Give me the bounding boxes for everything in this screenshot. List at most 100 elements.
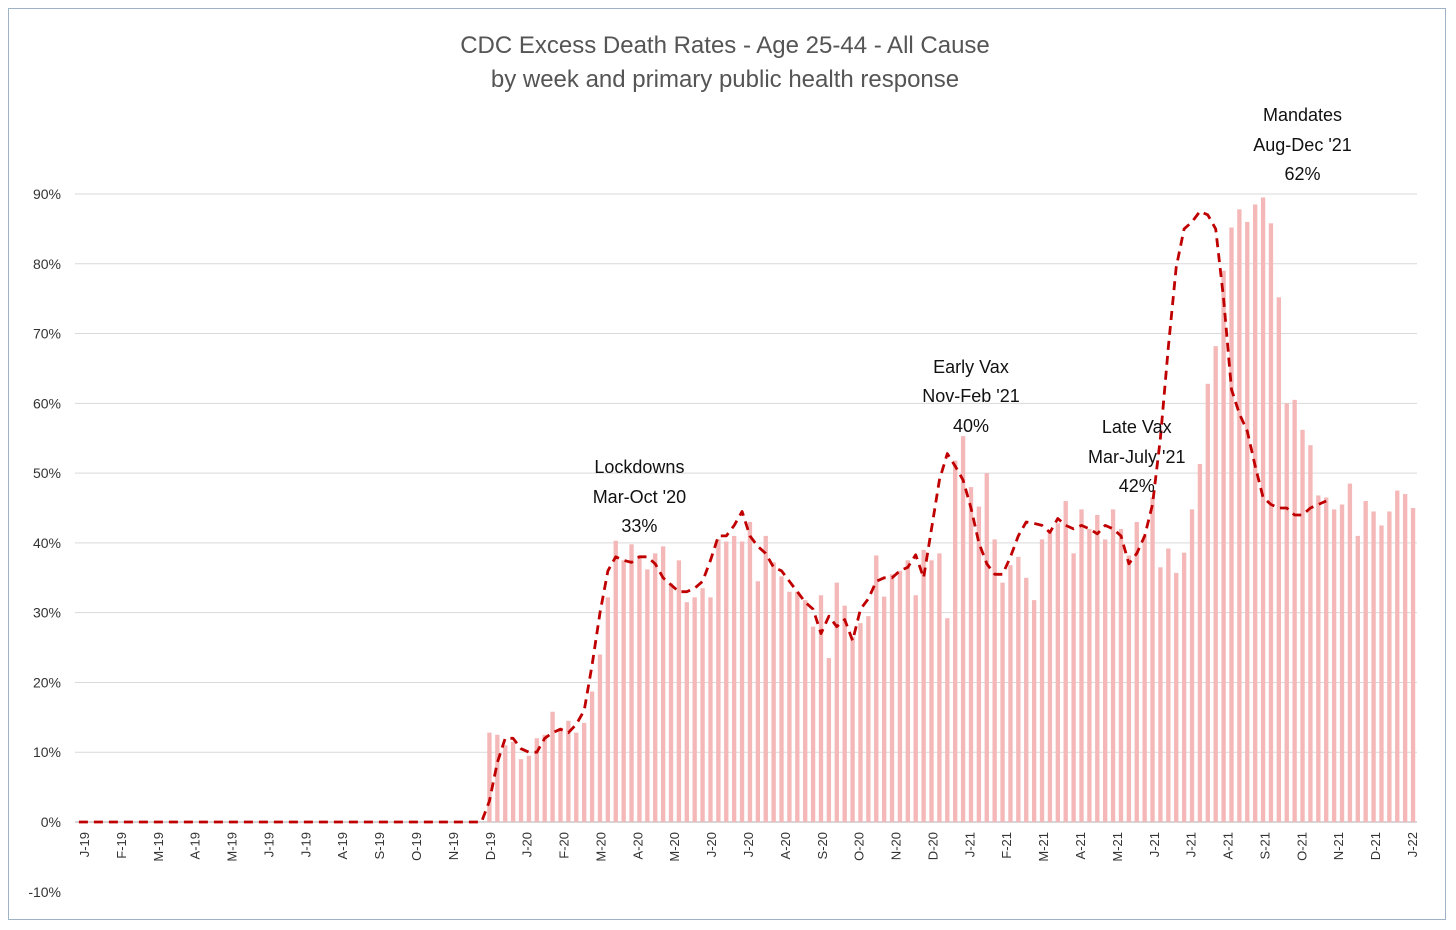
bar [1395,490,1400,822]
annotation-label: 33% [621,516,657,536]
y-tick-label: 80% [33,256,61,272]
annotation-label: Late Vax [1102,417,1172,437]
bar [1316,495,1321,822]
annotation-label: 62% [1285,164,1321,184]
bar [1284,403,1289,822]
bar [1031,600,1037,822]
x-tick-label: S-19 [372,832,387,859]
bar [747,521,753,822]
bar [834,582,839,822]
x-tick-label: J-20 [704,832,719,857]
x-tick-label: J-20 [520,832,535,857]
annotation-label: Aug-Dec '21 [1253,135,1352,155]
bar [1134,521,1139,822]
bar [1268,223,1274,823]
y-axis-ticks: 90% 80% 70% 60% 50% 40% 30% 20% 10% 0% -10% [28,186,61,900]
chart-frame: CDC Excess Death Rates - Age 25-44 - All… [8,8,1446,920]
bar [1000,582,1005,822]
x-tick-label: S-21 [1257,832,1272,859]
bar [684,602,689,822]
bar [637,555,642,822]
x-tick-label: J-20 [741,832,756,857]
bar [503,745,508,822]
bar [1387,511,1392,822]
bar [1174,572,1179,822]
bar [558,727,563,822]
x-tick-label: F-19 [114,832,129,859]
x-tick-label: J-21 [962,832,977,857]
bar [937,553,942,822]
bar [795,591,800,822]
x-tick-label: F-21 [999,832,1014,859]
bar [1166,548,1171,822]
chart-subtitle: by week and primary public health respon… [491,66,959,93]
x-tick-label: A-19 [335,832,350,859]
bar [945,618,950,822]
bar [960,436,966,822]
bar [724,541,729,822]
annotation-label: Mandates [1263,105,1342,125]
bar [1087,528,1092,822]
x-tick-label: J-19 [77,832,92,857]
bar [1237,209,1242,823]
x-tick-label: M-19 [151,832,166,862]
bar [992,539,997,822]
bar [763,535,768,822]
bar [897,570,903,822]
x-tick-label: F-20 [557,832,572,859]
bar [1276,297,1282,822]
bar [976,506,982,822]
bar [826,658,832,822]
bar [716,539,721,822]
bar [1063,501,1068,822]
bar [645,569,650,822]
bar [1181,552,1187,822]
bar [1355,535,1360,822]
x-tick-label: D-19 [483,832,498,860]
bar [581,722,587,822]
bar [850,637,855,822]
bar [1095,514,1100,822]
bar [1189,509,1195,822]
bar [803,600,808,822]
x-tick-label: O-21 [1294,832,1309,861]
annotations: Lockdowns Mar-Oct '20 33% Early Vax Nov-Feb … [593,105,1352,536]
moving-average-series [78,209,1327,824]
bar [1402,494,1408,822]
bar [905,560,911,822]
bar [621,560,626,822]
x-tick-label: N-20 [889,832,904,860]
bar [1308,445,1313,822]
y-tick-label: 30% [33,605,61,621]
x-tick-label: O-19 [409,832,424,861]
bar [1016,556,1021,822]
x-tick-label: O-20 [852,832,867,861]
y-tick-label: 10% [33,744,61,760]
bar [913,595,918,822]
annotation-label: 40% [953,416,989,436]
bar [597,654,603,822]
bar [858,623,863,822]
bar [842,605,847,822]
bar [1347,483,1353,822]
bar [1229,227,1234,822]
bar [1055,523,1060,822]
x-tick-label: N-21 [1331,832,1346,860]
x-tick-label: A-20 [778,832,793,859]
x-tick-label: M-21 [1110,832,1125,862]
x-tick-label: M-19 [225,832,240,862]
bar [1379,525,1384,822]
bar [700,588,705,822]
bar [779,576,784,822]
x-tick-label: J-22 [1405,832,1420,857]
annotation-label: Lockdowns [594,457,684,477]
bar [550,711,555,822]
x-tick-label: M-20 [593,832,608,862]
bar [771,562,776,822]
bar [676,560,682,822]
bar [1142,535,1147,822]
annotation-label: Mar-July '21 [1088,447,1185,467]
bar [1292,399,1297,822]
y-tick-label: 70% [33,326,61,342]
bar [1118,528,1124,822]
